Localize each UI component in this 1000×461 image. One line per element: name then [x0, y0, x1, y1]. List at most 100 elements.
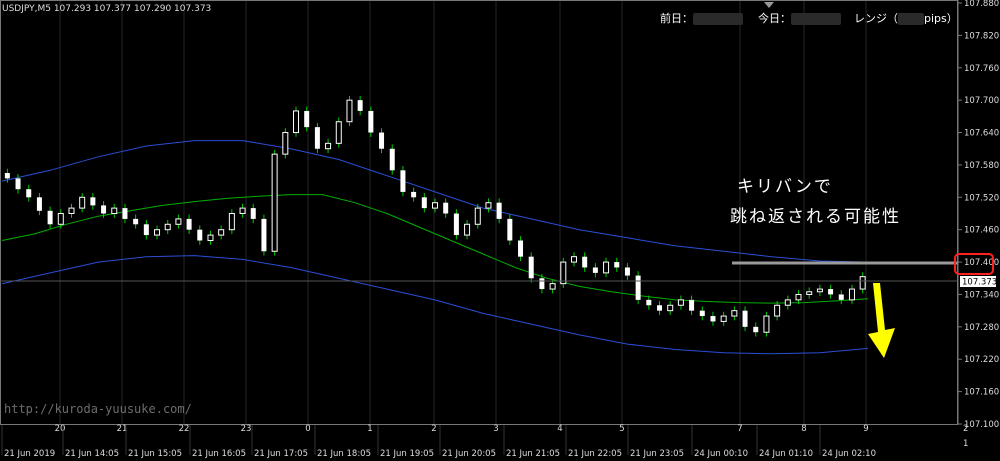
- candle-body-bull: [474, 207, 481, 225]
- candle-body-bear: [36, 197, 42, 211]
- highlight-box: [954, 253, 994, 275]
- candle-body-bull: [239, 207, 246, 215]
- range-info: レンジ（ pips）: [854, 10, 958, 26]
- candle-body-bull: [164, 223, 171, 231]
- candle-body-bull: [325, 142, 332, 150]
- candle-body-bear: [389, 148, 395, 171]
- candle-body-bear: [400, 170, 406, 192]
- today-info: 今日：: [758, 10, 841, 26]
- collapse-triangle-icon[interactable]: [764, 2, 774, 8]
- candle-body-bear: [710, 316, 716, 322]
- candle-body-bear: [539, 278, 545, 290]
- price-tick-label: 107.160: [964, 388, 999, 398]
- candle-body-bull: [218, 229, 225, 236]
- price-tick-label: 107.220: [964, 355, 999, 365]
- candle-body-bear: [518, 240, 524, 257]
- candle-body-bear: [197, 229, 203, 241]
- session-label: 21: [117, 424, 128, 434]
- price-tick-label: 107.760: [964, 64, 999, 74]
- candlesticks: [4, 95, 866, 337]
- candle-body-bull: [784, 299, 791, 306]
- bollinger-lower-band: [1, 255, 869, 355]
- session-label: 7: [737, 424, 742, 434]
- candle-body-bear: [443, 202, 449, 214]
- price-tick-label: 107.460: [964, 226, 999, 236]
- candle-body-bear: [657, 305, 663, 311]
- candle-body-bull: [79, 196, 86, 209]
- candle-body-bear: [453, 213, 459, 236]
- candle-body-bear: [507, 218, 513, 241]
- price-tick-label: 107.700: [964, 96, 999, 106]
- candle-body-bull: [731, 310, 738, 317]
- candle-body-bull: [335, 121, 342, 144]
- candle-body-bear: [261, 218, 267, 252]
- candle-body-bull: [271, 153, 278, 252]
- candle-body-bear: [753, 326, 759, 333]
- time-label: 21 Jun 18:05: [317, 449, 371, 459]
- time-label: 21 Jun 19:05: [380, 449, 434, 459]
- session-label: 5: [619, 424, 624, 434]
- candle-body-bull: [549, 283, 556, 290]
- prev-day-info: 前日：: [660, 10, 743, 26]
- time-label: 24 Jun 01:10: [759, 449, 813, 459]
- price-tick-label: 107.640: [964, 129, 999, 139]
- candle-body-bull: [228, 213, 235, 231]
- price-tick-label: 107.820: [964, 31, 999, 41]
- session-label: 20: [55, 424, 66, 434]
- candle-body-bull: [207, 234, 214, 241]
- candle-body-bear: [699, 310, 705, 317]
- candle-body-bear: [421, 197, 427, 209]
- price-tick-label: 107.880: [964, 0, 999, 9]
- time-label: 21 Jun 2019: [4, 449, 55, 459]
- candle-body-bear: [101, 205, 107, 214]
- candle-body-bull: [677, 299, 684, 306]
- candle-body-bear: [379, 132, 385, 149]
- candle-body-bear: [582, 256, 588, 268]
- candle-body-bear: [250, 208, 256, 219]
- time-label: 21 Jun 21:05: [506, 449, 560, 459]
- current-price-tag: 107.373: [960, 276, 997, 288]
- watermark-text: http://kuroda-yuusuke.com/: [4, 402, 192, 416]
- candle-body-bull: [795, 293, 802, 301]
- candle-body-bear: [624, 267, 630, 276]
- session-label: 9: [863, 424, 868, 434]
- session-separators: [59, 1, 867, 424]
- candle-body-bear: [143, 224, 149, 236]
- candle-body-bull: [603, 261, 610, 274]
- time-label: 21 Jun 17:05: [254, 449, 308, 459]
- candle-body-bull: [667, 304, 674, 312]
- candle-body-bear: [528, 256, 534, 279]
- price-tick-label: 107.520: [964, 193, 999, 203]
- time-label: 21 Jun 20:05: [442, 449, 496, 459]
- candle-body-bear: [186, 218, 192, 230]
- time-label: 21 Jun 16:05: [192, 449, 246, 459]
- candle-body-bull: [774, 304, 781, 317]
- time-axis: 20 21 22 23 0 1 2 3 4 5 7 8 921 Jun 2019 21 Jun 14:05…: [1, 424, 968, 459]
- range-label: レンジ（: [854, 12, 898, 25]
- candle-body-bull: [282, 132, 289, 155]
- candle-body-bull: [175, 218, 182, 225]
- candle-body-bear: [646, 299, 652, 306]
- moving-average-line: [1, 194, 869, 304]
- price-tick-label: 107.340: [964, 290, 999, 300]
- candle-body-bull: [720, 315, 727, 322]
- corner-label: 2: [963, 424, 968, 434]
- candle-body-bear: [26, 189, 32, 198]
- candle-body-bull: [560, 261, 567, 285]
- candle-body-bull: [570, 256, 577, 263]
- time-label: 24 Jun 02:10: [822, 449, 876, 459]
- session-label: 3: [493, 424, 498, 434]
- price-axis: 107.880 107.820 107.760 107.700 107.640 107.5…: [957, 0, 999, 430]
- corner-label: 1: [963, 439, 968, 449]
- prev-day-value: [693, 13, 743, 25]
- candle-body-bear: [304, 110, 310, 128]
- candle-body-bear: [122, 208, 128, 219]
- range-unit: pips）: [924, 12, 958, 25]
- candle-body-bear: [133, 218, 139, 225]
- price-tick-label: 107.280: [964, 323, 999, 333]
- candle-body-bull: [816, 288, 823, 293]
- candle-body-bull: [485, 202, 492, 209]
- session-label: 8: [801, 424, 806, 434]
- candle-body-bull: [763, 315, 770, 333]
